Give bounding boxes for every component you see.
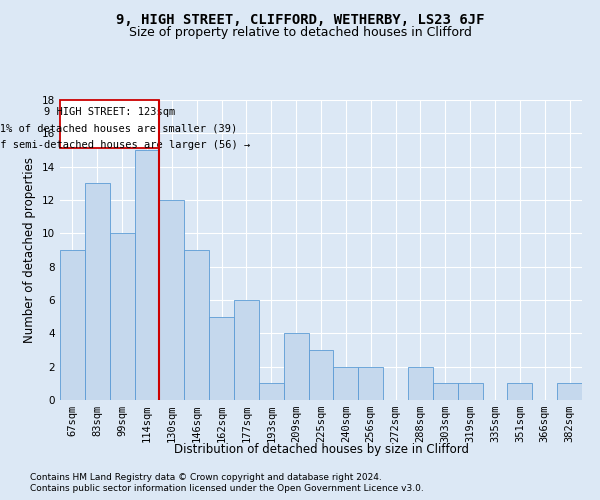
Bar xyxy=(408,366,433,400)
Bar xyxy=(60,250,85,400)
Bar xyxy=(234,300,259,400)
Text: Distribution of detached houses by size in Clifford: Distribution of detached houses by size … xyxy=(173,442,469,456)
Bar xyxy=(508,384,532,400)
FancyBboxPatch shape xyxy=(60,100,159,148)
Bar xyxy=(134,150,160,400)
Text: ← 41% of detached houses are smaller (39): ← 41% of detached houses are smaller (39… xyxy=(0,124,238,134)
Bar xyxy=(209,316,234,400)
Bar xyxy=(308,350,334,400)
Bar xyxy=(184,250,209,400)
Bar xyxy=(110,234,134,400)
Bar xyxy=(259,384,284,400)
Text: 9, HIGH STREET, CLIFFORD, WETHERBY, LS23 6JF: 9, HIGH STREET, CLIFFORD, WETHERBY, LS23… xyxy=(116,12,484,26)
Bar xyxy=(160,200,184,400)
Bar xyxy=(334,366,358,400)
Text: Contains public sector information licensed under the Open Government Licence v3: Contains public sector information licen… xyxy=(30,484,424,493)
Bar xyxy=(557,384,582,400)
Bar xyxy=(85,184,110,400)
Bar xyxy=(433,384,458,400)
Text: Size of property relative to detached houses in Clifford: Size of property relative to detached ho… xyxy=(128,26,472,39)
Y-axis label: Number of detached properties: Number of detached properties xyxy=(23,157,37,343)
Bar xyxy=(284,334,308,400)
Text: 9 HIGH STREET: 123sqm: 9 HIGH STREET: 123sqm xyxy=(44,106,175,117)
Bar xyxy=(358,366,383,400)
Bar xyxy=(458,384,482,400)
Text: 59% of semi-detached houses are larger (56) →: 59% of semi-detached houses are larger (… xyxy=(0,140,250,150)
Text: Contains HM Land Registry data © Crown copyright and database right 2024.: Contains HM Land Registry data © Crown c… xyxy=(30,472,382,482)
